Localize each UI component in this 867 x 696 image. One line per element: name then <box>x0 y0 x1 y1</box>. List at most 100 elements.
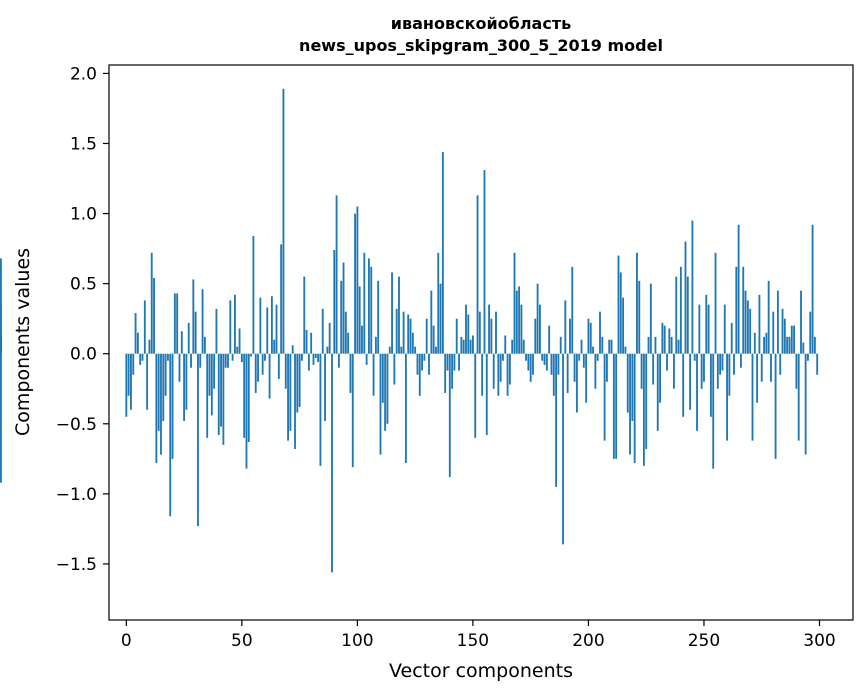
bar <box>224 353 227 368</box>
bar <box>793 325 796 354</box>
bar <box>398 276 400 354</box>
bar <box>391 272 393 354</box>
bar <box>257 353 259 382</box>
bar <box>358 286 361 354</box>
bar <box>428 353 430 375</box>
bar <box>386 353 389 424</box>
bar <box>268 353 271 399</box>
bar <box>515 290 518 354</box>
bar <box>730 322 733 354</box>
bar <box>698 304 701 354</box>
bar <box>227 353 229 368</box>
bar <box>143 300 146 354</box>
bar <box>254 353 257 393</box>
bar <box>252 235 255 354</box>
y-tick-label: 2.0 <box>70 64 97 84</box>
bar <box>460 336 463 354</box>
bar <box>525 353 527 361</box>
bar <box>328 322 331 354</box>
bar <box>162 353 165 421</box>
bar <box>783 318 786 354</box>
bar <box>675 276 678 354</box>
bar <box>585 353 588 403</box>
bar <box>640 353 643 389</box>
bar <box>488 304 491 354</box>
bar <box>522 339 525 354</box>
x-axis-ticks: 0 50 100 150 200 250 300 <box>121 620 836 651</box>
bar <box>765 332 768 354</box>
bar <box>0 353 2 483</box>
bar <box>277 353 280 379</box>
bar <box>624 346 627 354</box>
bar <box>379 353 382 455</box>
bar <box>742 266 745 354</box>
bar <box>587 318 590 354</box>
y-tick-label: 0.0 <box>70 345 97 365</box>
bar <box>740 353 742 368</box>
bar <box>603 353 606 441</box>
bar <box>231 353 234 361</box>
bar <box>324 353 326 421</box>
bar <box>532 353 534 375</box>
bar <box>291 345 294 354</box>
bar <box>136 332 139 354</box>
bar <box>245 353 248 469</box>
bar <box>606 353 608 382</box>
x-axis-label: Vector components <box>389 660 573 682</box>
bar <box>642 353 645 466</box>
bar <box>465 304 467 354</box>
bar <box>125 353 128 417</box>
bar <box>629 353 631 455</box>
bar <box>180 331 183 354</box>
bar <box>203 336 206 354</box>
bar <box>601 336 604 354</box>
bar <box>550 353 553 375</box>
bar <box>776 290 779 354</box>
bar <box>573 353 576 382</box>
x-tick-label: 250 <box>688 631 720 651</box>
bar <box>236 346 239 354</box>
bar <box>416 353 419 375</box>
bar <box>247 353 250 443</box>
bar <box>287 353 289 441</box>
bar <box>599 311 601 354</box>
bar <box>340 280 343 354</box>
bar <box>250 353 253 357</box>
bar <box>518 286 521 354</box>
bar <box>372 353 375 396</box>
bar <box>647 336 650 354</box>
bar <box>301 353 303 361</box>
bar <box>213 353 216 389</box>
bar <box>206 353 209 438</box>
bar <box>552 353 555 396</box>
bar <box>686 276 689 354</box>
bar <box>495 311 497 354</box>
bar <box>663 325 666 354</box>
bar <box>220 353 222 427</box>
bar <box>150 252 153 354</box>
bar <box>356 206 359 354</box>
bar <box>622 297 625 354</box>
bar <box>194 311 197 354</box>
bar <box>490 318 493 354</box>
bar <box>335 195 338 354</box>
bar <box>626 353 629 413</box>
y-tick-label: 0.5 <box>70 275 97 295</box>
bar <box>582 353 585 368</box>
bar <box>548 325 551 354</box>
bar <box>229 300 232 354</box>
y-tick-label: −1.5 <box>56 555 97 575</box>
bar <box>377 280 380 354</box>
bar <box>578 353 581 361</box>
bar <box>451 353 454 389</box>
bar <box>435 346 437 354</box>
bar <box>234 294 236 354</box>
bar <box>726 353 728 441</box>
bar <box>610 339 613 354</box>
bar <box>421 353 424 371</box>
bar <box>282 88 285 354</box>
bar <box>160 353 162 455</box>
bar <box>395 308 398 354</box>
bar <box>317 353 320 363</box>
bar <box>809 311 812 354</box>
